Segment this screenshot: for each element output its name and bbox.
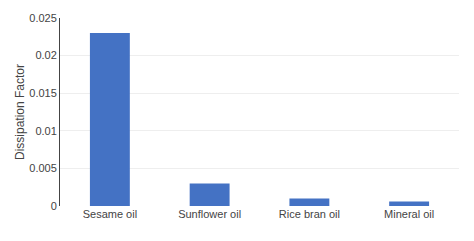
svg-text:0.005: 0.005 [29,162,57,174]
svg-text:0: 0 [51,200,57,212]
svg-text:Sesame oil: Sesame oil [83,208,137,220]
svg-text:0.01: 0.01 [35,125,56,137]
svg-text:0.025: 0.025 [29,12,57,24]
svg-text:Dissipation Factor: Dissipation Factor [13,64,27,160]
svg-text:Sunflower oil: Sunflower oil [178,208,241,220]
svg-text:0.015: 0.015 [29,87,57,99]
svg-text:Mineral oil: Mineral oil [384,208,434,220]
svg-text:Rice bran oil: Rice bran oil [279,208,340,220]
svg-text:0.02: 0.02 [35,49,56,61]
